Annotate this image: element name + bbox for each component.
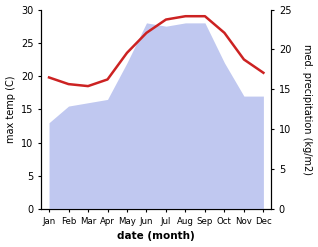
X-axis label: date (month): date (month) — [117, 231, 195, 242]
Y-axis label: max temp (C): max temp (C) — [5, 76, 16, 143]
Y-axis label: med. precipitation (kg/m2): med. precipitation (kg/m2) — [302, 44, 313, 175]
